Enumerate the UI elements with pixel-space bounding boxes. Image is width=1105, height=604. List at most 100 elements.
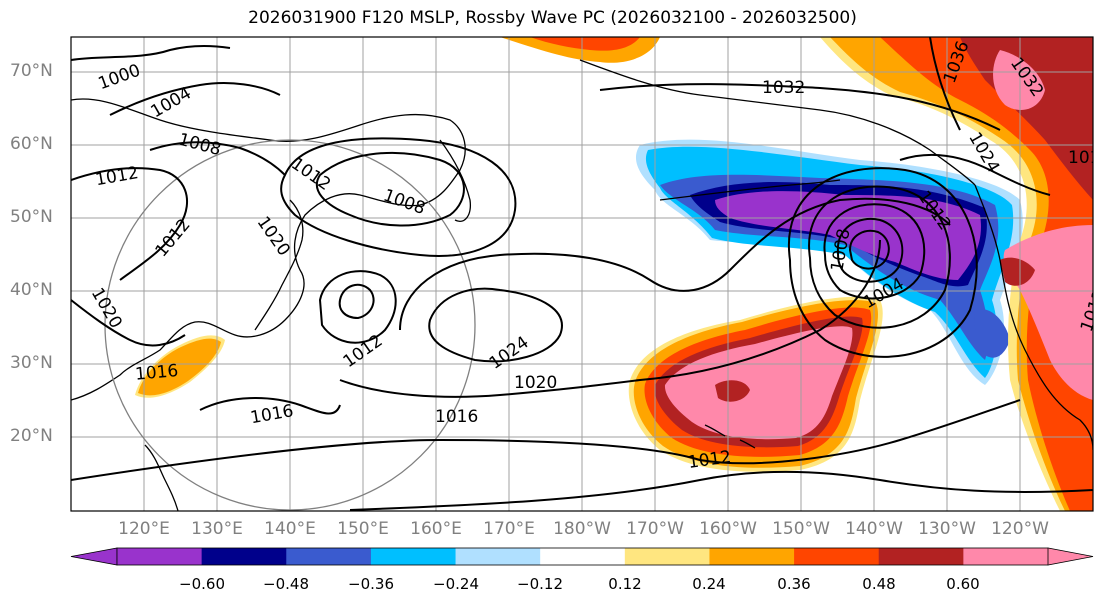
isobar-west-1000 (71, 44, 231, 61)
colorbar-segment (709, 548, 795, 565)
isobar-1012 (280, 137, 517, 257)
graticule (71, 37, 1093, 511)
contour-label: 1020 (87, 285, 126, 332)
isobar-1012-hi (318, 270, 397, 344)
positive-anomaly-ne-pink (993, 50, 1045, 110)
contour-label: 1000 (96, 61, 143, 95)
lon-label: 130°E (191, 519, 243, 539)
lon-label: 120°E (118, 519, 170, 539)
lon-label: 140°W (845, 519, 903, 539)
isobar-1016-south (71, 399, 1021, 481)
positive-anomaly-coast-darkred (1000, 257, 1035, 286)
isobars (71, 37, 1093, 511)
lat-label: 70°N (10, 61, 53, 81)
asia-coastline (71, 98, 466, 401)
positive-anomaly-ne-red (880, 37, 1093, 511)
colorbar-tick-label: 0.12 (608, 575, 642, 593)
lon-label: 130°W (918, 519, 976, 539)
colorbar-segment (963, 548, 1049, 565)
isobar-west-1012 (71, 167, 189, 281)
isobar-1008 (315, 151, 465, 227)
isobar-1036 (929, 37, 961, 131)
colorbar-segment (624, 548, 710, 565)
contour-label: 1020 (514, 373, 557, 393)
contour-label: 1016 (249, 401, 295, 428)
lon-label: 150°E (337, 519, 389, 539)
colorbar-segment (878, 548, 964, 565)
isobar-west-1008 (149, 141, 286, 176)
isobar-1012-south (349, 470, 1093, 511)
contour-label: 1012 (94, 163, 140, 190)
colorbar (70, 547, 1094, 566)
lon-label: 150°W (772, 519, 830, 539)
contour-label: 1016 (435, 407, 478, 427)
positive-anomaly-ne-orange (830, 37, 1093, 511)
isobar-low-1 (848, 230, 890, 270)
negative-anomaly-south (974, 309, 1010, 358)
colorbar-tick-label: −0.60 (179, 575, 225, 593)
positive-anomaly-inner (715, 380, 750, 402)
hawaii-islands (704, 424, 756, 449)
contour-label: 1016 (134, 361, 179, 385)
colorbar-extend-min (70, 547, 118, 566)
colorbar-tick-label: 0.60 (946, 575, 980, 593)
lat-label: 60°N (10, 134, 53, 154)
colorbar-segment (201, 548, 287, 565)
isobar-low-5 (787, 167, 978, 358)
contour-label: 1008 (176, 130, 223, 161)
colorbar-frame (116, 547, 1049, 566)
isobar-west-1004 (109, 82, 281, 116)
colorbar-extend-max (1047, 547, 1094, 566)
isobar-west-1020 (71, 299, 186, 347)
contour-label: 1012 (287, 154, 334, 195)
isobar-low-3 (823, 203, 926, 300)
lat-label: 50°N (10, 207, 53, 227)
chart-title: 2026031900 F120 MSLP, Rossby Wave PC (20… (248, 8, 857, 28)
lat-label: 20°N (10, 426, 53, 446)
na-coastline (974, 184, 1093, 451)
colorbar-tick-label: 0.24 (692, 575, 726, 593)
colorbar-tick-label: −0.12 (517, 575, 563, 593)
map-plot-area: 1000 1004 1008 1012 1012 1012 1012 1016 … (71, 37, 1105, 511)
isobar-1016-circle (338, 283, 375, 320)
colorbar-tick-label: −0.24 (433, 575, 479, 593)
colorbar-segment (370, 548, 457, 565)
lon-label: 160°W (699, 519, 757, 539)
shaded-field (135, 37, 1093, 511)
lat-label: 30°N (10, 353, 53, 373)
aleutian-coastline (659, 179, 841, 201)
positive-anomaly-pink (664, 326, 853, 440)
contour-label: 1032 (762, 78, 805, 98)
isobar-1024 (428, 287, 563, 363)
lon-label: 170°W (626, 519, 684, 539)
colorbar-tick-label: −0.48 (263, 575, 309, 593)
lat-label: 40°N (10, 280, 53, 300)
lon-label: 180°W (553, 519, 611, 539)
contour-label: 1016 (1068, 148, 1105, 168)
lon-label: 120°W (991, 519, 1049, 539)
contour-label: 1020 (253, 213, 294, 260)
isobar-low-2 (836, 217, 904, 283)
colorbar-segment (286, 548, 372, 565)
isobar-1032 (599, 83, 1001, 131)
isobar-1024-ne (899, 153, 1051, 196)
isobar-1024-outer (399, 197, 951, 331)
plot-frame (70, 36, 1094, 512)
isobar-low-4 (808, 185, 951, 329)
colorbar-segment (455, 548, 541, 565)
isobar-1016-west (199, 397, 341, 415)
positive-anomaly-west-orange (138, 338, 221, 396)
colorbar-segment (794, 548, 880, 565)
negative-anomaly-purple (715, 191, 981, 280)
positive-anomaly-north-red (530, 37, 640, 51)
colorbar-tick-label: −0.36 (348, 575, 394, 593)
lon-label: 170°E (483, 519, 535, 539)
contour-label: 1008 (380, 185, 427, 219)
colorbar-segment (540, 548, 626, 565)
philippine-coastline (144, 444, 179, 511)
colorbar-segment (117, 548, 203, 565)
kamchatka-coastline (439, 139, 471, 222)
contour-label: 1004 (147, 83, 194, 122)
colorbar-tick-label: 0.36 (777, 575, 811, 593)
